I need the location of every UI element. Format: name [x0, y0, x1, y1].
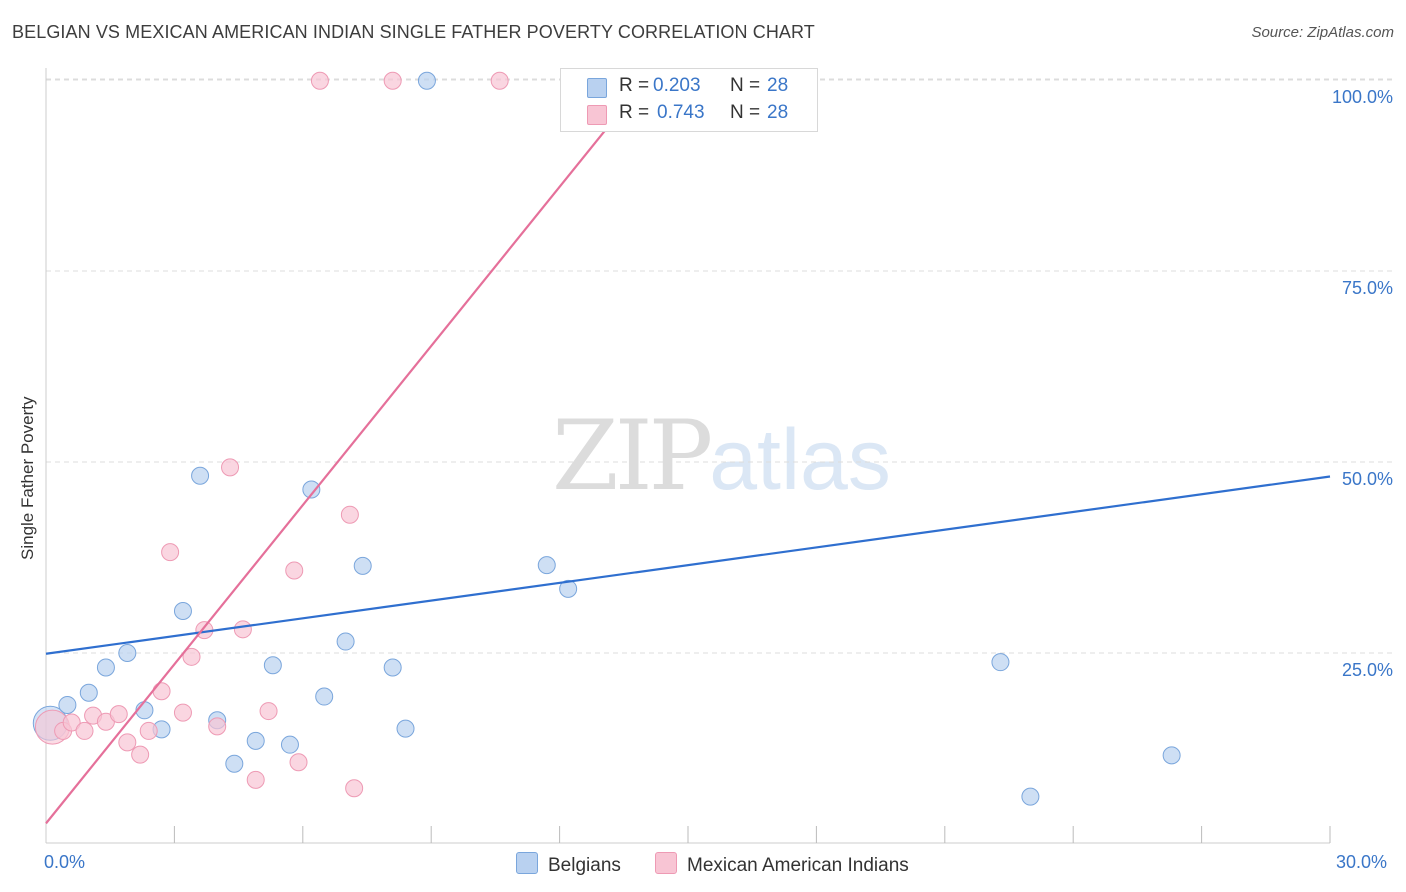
mexican-point: [139, 721, 158, 740]
belgians-point: [383, 658, 402, 677]
mexican-point: [233, 620, 252, 639]
belgians-point: [991, 653, 1010, 672]
legend-r-value: 0.203: [653, 75, 701, 96]
mexican-point: [259, 702, 278, 721]
bottom-legend-label: Mexican American Indians: [687, 855, 909, 876]
y-tick-label-25: 25.0%: [1341, 660, 1393, 680]
mexican-point: [490, 71, 509, 90]
belgians-point: [336, 632, 355, 651]
belgians-point: [96, 658, 115, 677]
x-tick-label-min: 0.0%: [44, 852, 86, 872]
belgians-point: [280, 735, 299, 754]
watermark-zip: ZIP: [552, 400, 713, 512]
mexican-point: [208, 717, 227, 736]
y-axis-title: Single Father Poverty: [18, 396, 37, 560]
mexican-point: [75, 721, 94, 740]
belgians-point: [173, 601, 192, 620]
belgians-point: [246, 731, 265, 750]
mexican-point: [161, 543, 180, 562]
y-tick-label-50: 50.0%: [1341, 469, 1393, 489]
y-tick-label-75: 75.0%: [1341, 278, 1393, 298]
mexican-point: [182, 647, 201, 666]
belgians-point: [263, 656, 282, 675]
watermark-atlas: atlas: [709, 412, 891, 508]
legend-n-label: N =: [730, 75, 761, 96]
bottom-legend-label: Belgians: [548, 855, 621, 876]
mexican-point: [62, 713, 81, 732]
legend-n-value: 28: [767, 102, 789, 123]
mexican-point: [285, 561, 304, 580]
belgians-trendline: [45, 475, 1331, 655]
belgians-point: [559, 579, 578, 598]
mexican-point: [340, 505, 359, 524]
bottom-legend-mexican: Mexican American Indians: [655, 852, 909, 877]
belgians-point: [353, 556, 372, 575]
belgians-point: [118, 644, 137, 662]
legend-r-label: R =: [619, 102, 650, 123]
mexican-trendline: [45, 80, 647, 825]
mexican-point: [109, 705, 128, 724]
correlation-legend: R = 0.203 N = 28 R = 0.743 N = 28: [560, 68, 818, 132]
legend-n-value: 28: [767, 75, 789, 96]
legend-r-value: 0.743: [657, 102, 705, 123]
mexican-point: [118, 733, 137, 752]
mexican-point: [173, 703, 192, 722]
x-tick-label-max: 30.0%: [1336, 852, 1388, 872]
mexican-point: [152, 682, 171, 701]
y-tick-label-100: 100.0%: [1331, 87, 1393, 107]
legend-n-label: N =: [730, 102, 761, 123]
belgians-point: [1162, 746, 1181, 765]
legend-swatch-blue: [587, 78, 607, 98]
mexican-point: [310, 71, 329, 90]
belgians-point: [58, 695, 77, 714]
mexican-point: [289, 753, 308, 772]
watermark: ZIPatlas: [552, 400, 891, 512]
chart-title: BELGIAN VS MEXICAN AMERICAN INDIAN SINGL…: [12, 22, 815, 42]
belgians-point: [537, 556, 556, 575]
bottom-legend-belgians: Belgians: [516, 852, 621, 877]
mexican-point: [383, 71, 402, 90]
legend-r-label: R =: [619, 75, 650, 96]
belgians-point: [302, 480, 321, 499]
belgians-point: [225, 754, 244, 773]
mexican-point: [246, 770, 265, 789]
mexican-point: [131, 745, 150, 764]
belgians-point: [191, 466, 210, 485]
belgians-point: [1021, 787, 1040, 806]
belgians-point: [315, 687, 334, 706]
belgians-point: [396, 719, 415, 738]
legend-swatch-pink: [587, 105, 607, 125]
belgians-point: [79, 683, 98, 702]
mexican-point: [221, 458, 240, 477]
mexican-point: [345, 779, 364, 798]
bottom-legend-swatch-pink: [655, 852, 677, 874]
source-label: Source: ZipAtlas.com: [1251, 24, 1394, 41]
bottom-legend-swatch-blue: [516, 852, 538, 874]
belgians-point: [417, 71, 436, 90]
